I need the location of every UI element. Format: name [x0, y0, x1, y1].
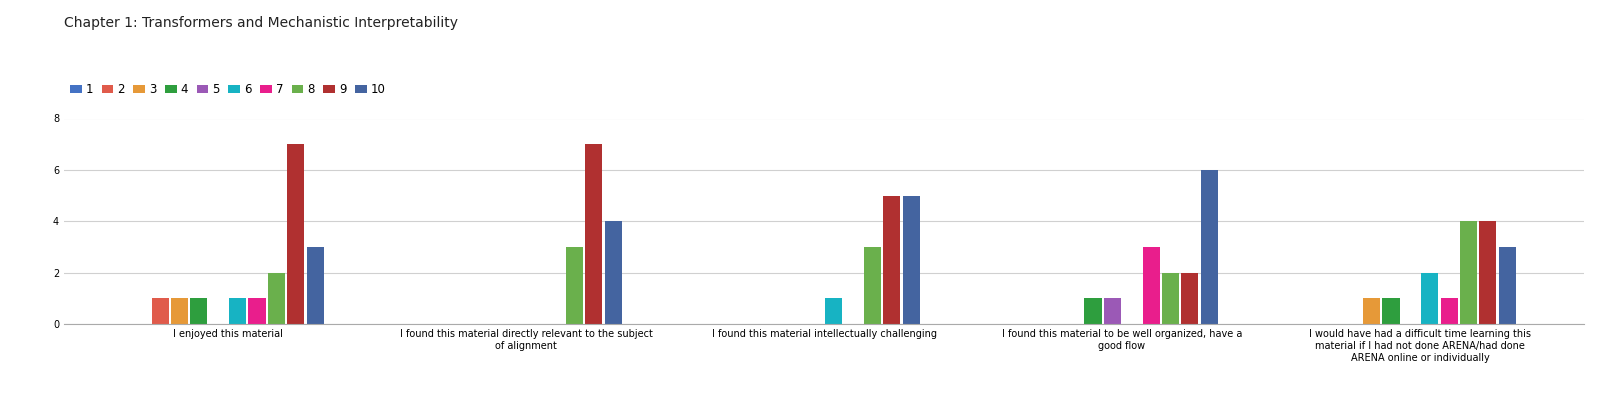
Bar — [1382, 298, 1400, 324]
Bar — [1421, 273, 1438, 324]
Bar — [1181, 273, 1198, 324]
Bar — [248, 298, 266, 324]
Bar — [307, 247, 323, 324]
Bar — [883, 196, 901, 324]
Bar — [826, 298, 842, 324]
Bar — [1363, 298, 1381, 324]
Bar — [1440, 298, 1458, 324]
Bar — [864, 247, 882, 324]
Bar — [1200, 170, 1218, 324]
Bar — [1142, 247, 1160, 324]
Bar — [566, 247, 582, 324]
Bar — [152, 298, 168, 324]
Bar — [1162, 273, 1179, 324]
Bar — [605, 221, 622, 324]
Bar — [586, 144, 602, 324]
Bar — [902, 196, 920, 324]
Text: Chapter 1: Transformers and Mechanistic Interpretability: Chapter 1: Transformers and Mechanistic … — [64, 16, 458, 30]
Bar — [171, 298, 189, 324]
Bar — [1104, 298, 1122, 324]
Bar — [190, 298, 208, 324]
Legend: 1, 2, 3, 4, 5, 6, 7, 8, 9, 10: 1, 2, 3, 4, 5, 6, 7, 8, 9, 10 — [70, 83, 386, 96]
Bar — [229, 298, 246, 324]
Bar — [1499, 247, 1515, 324]
Bar — [267, 273, 285, 324]
Bar — [1480, 221, 1496, 324]
Bar — [1085, 298, 1101, 324]
Bar — [288, 144, 304, 324]
Bar — [1459, 221, 1477, 324]
